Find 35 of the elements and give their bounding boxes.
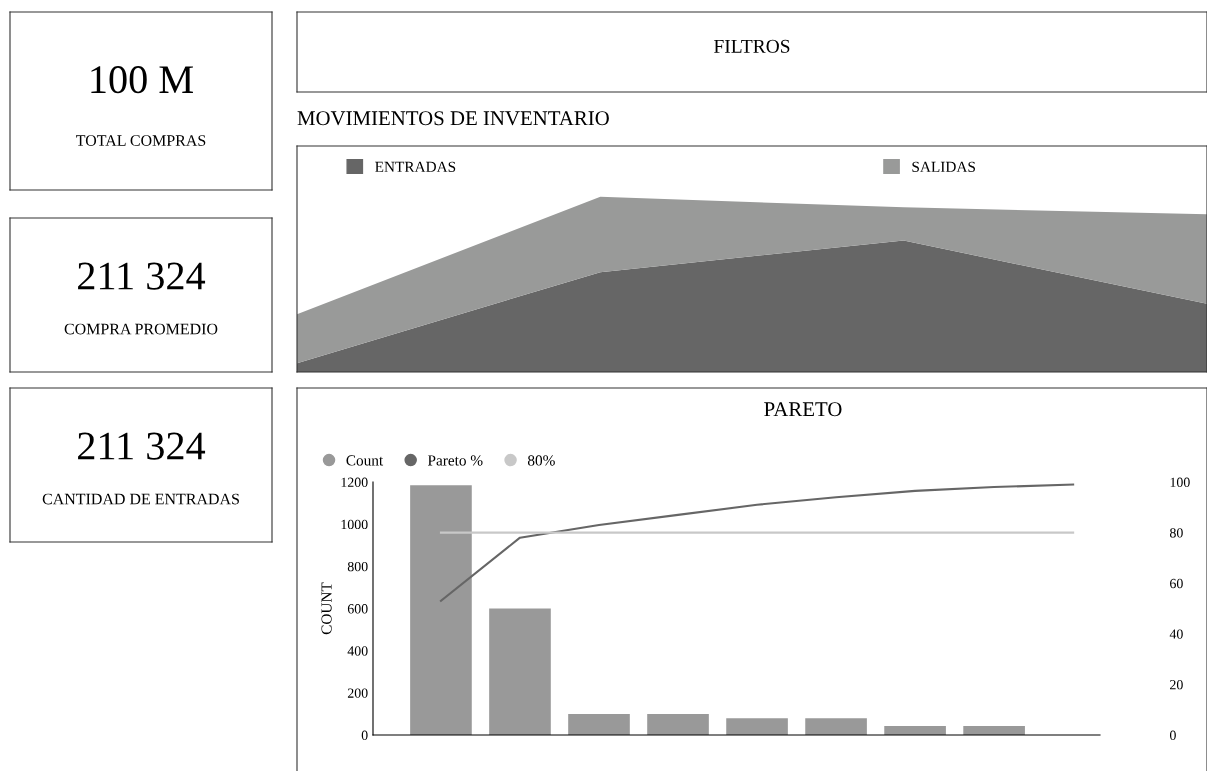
y2-tick-label: 80 — [1169, 528, 1183, 538]
legend-label: 80% — [527, 455, 555, 466]
bar — [726, 718, 788, 735]
legend-label: Pareto % — [427, 455, 483, 466]
legend-label: ENTRADAS — [375, 161, 456, 172]
y2-tick-label: 40 — [1169, 629, 1183, 639]
y2-tick-label: 100 — [1170, 477, 1190, 487]
bar — [647, 713, 709, 735]
chart-title: PARETO — [764, 402, 842, 417]
y2-tick-label: 20 — [1170, 679, 1183, 690]
bar — [410, 485, 472, 735]
chart-title: MOVIMIENTOS DE INVENTARIO — [297, 111, 609, 126]
text: 211 324 — [78, 262, 206, 290]
y-tick-label: 0 — [361, 730, 368, 740]
text: FILTROS — [714, 39, 790, 53]
text: COMPRA PROMEDIO — [64, 323, 218, 335]
text: CANTIDAD DE ENTRADAS — [42, 493, 239, 505]
y-tick-label: 1200 — [341, 477, 368, 487]
y-tick-label: 800 — [347, 561, 368, 572]
y-axis-title: COUNT — [321, 582, 332, 635]
bar — [568, 713, 630, 735]
legend-label: SALIDAS — [912, 161, 975, 172]
y-tick-label: 1000 — [341, 519, 368, 530]
text: TOTAL COMPRAS — [76, 135, 206, 146]
text: 100 M — [91, 66, 193, 94]
y2-tick-label: 0 — [1169, 730, 1176, 740]
y-tick-label: 400 — [347, 646, 368, 656]
text: 211 324 — [78, 432, 206, 460]
y-tick-label: 600 — [347, 604, 368, 614]
y-tick-label: 200 — [347, 688, 368, 698]
line-series — [439, 483, 1075, 602]
bar — [489, 608, 551, 735]
legend-label: Count — [346, 455, 384, 466]
y2-tick-label: 60 — [1170, 578, 1183, 589]
bar — [805, 718, 867, 735]
